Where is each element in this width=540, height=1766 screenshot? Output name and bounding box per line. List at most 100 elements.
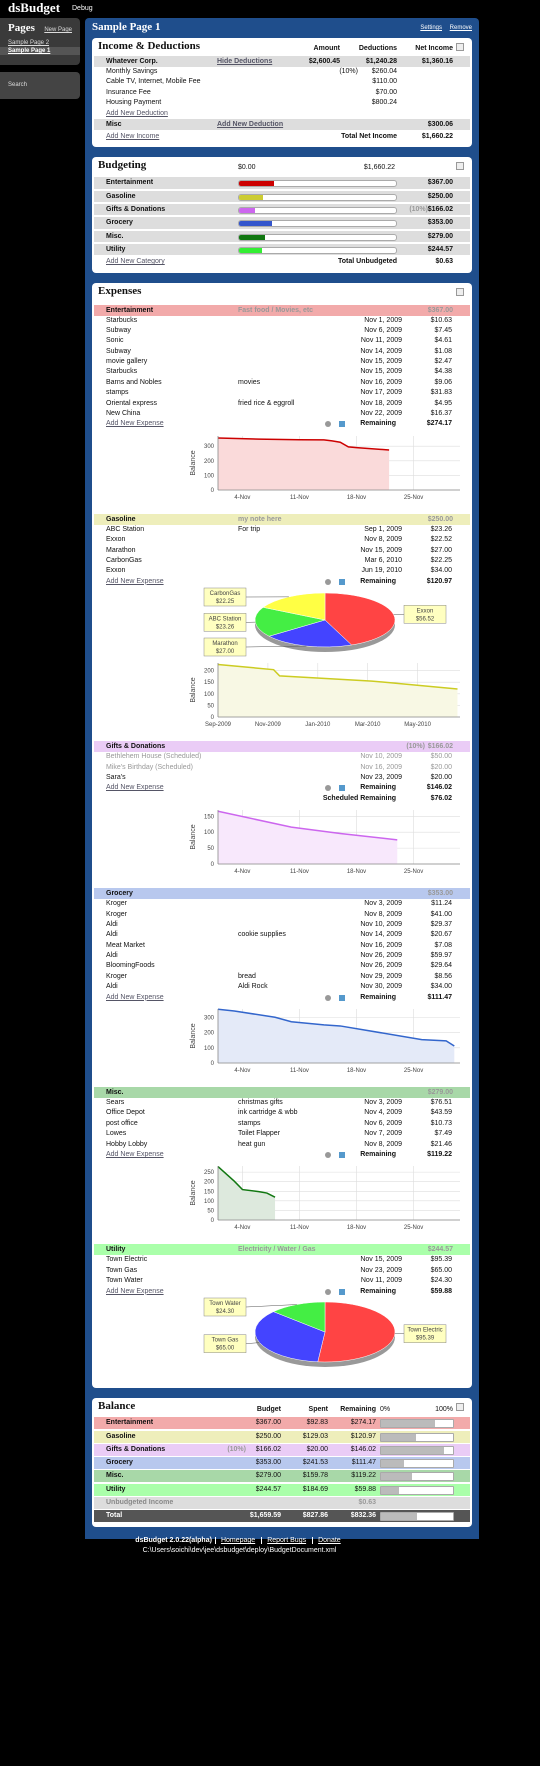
category-name: Misc.	[106, 1089, 124, 1097]
category-note: Fast food / Movies, etc	[238, 306, 314, 314]
deduction-row: Monthly Savings (10%) $260.04	[94, 67, 470, 77]
y-tick-label: 100	[204, 692, 215, 698]
expense-amount: $4.61	[434, 337, 452, 345]
expense-date: Sep 1, 2009	[364, 525, 402, 533]
expense-date: Nov 30, 2009	[360, 983, 402, 991]
add-category-link[interactable]: Add New Category	[106, 258, 165, 266]
expense-amount: $22.52	[430, 536, 452, 544]
budget-value: $367.00	[427, 179, 453, 187]
remove-link[interactable]: Remove	[449, 25, 472, 31]
pie-slice	[272, 1301, 326, 1333]
expense-amount: $27.00	[430, 546, 452, 554]
balance-line	[217, 1166, 276, 1199]
add-expense-link[interactable]: Add New Expense	[106, 1287, 164, 1295]
expense-date: Nov 1, 2009	[364, 316, 402, 324]
category-budget: $166.02	[427, 743, 453, 751]
balance-value: $120.97	[350, 1432, 376, 1440]
deductions: $1,240.28	[365, 58, 397, 65]
expense-note: ink cartridge & wbb	[238, 1109, 298, 1117]
category-budget: $367.00	[427, 306, 453, 314]
bugs-link[interactable]: Report Bugs	[261, 1537, 307, 1544]
x-tick-label: 11-Nov	[290, 495, 309, 501]
toggle-link[interactable]: Hide Deductions	[217, 58, 273, 65]
page-header: Sample Page 1 Settings Remove	[85, 18, 479, 38]
new-page-link[interactable]: New Page	[44, 27, 72, 33]
pie-chart: Exxon $56.52 Marathon $27.00 ABC Station $23.…	[203, 587, 447, 657]
balance-line	[217, 1008, 455, 1047]
balance-chart: 0 100 200 300 4-Nov 11-Nov 18-Nov 25-Nov Balance	[190, 435, 460, 501]
pages-box: Pages New Page Sample Page 2 Sample Page…	[0, 18, 80, 65]
pie-label: Town Gas	[212, 1338, 239, 1344]
page-link[interactable]: Sample Page 2	[8, 40, 50, 46]
add-deduction-link[interactable]: Add New Deduction	[217, 120, 284, 128]
category-name: Utility	[106, 1246, 126, 1254]
balance-row: Misc. $279.00 $159.78 $119.22	[94, 1470, 470, 1483]
category-name: Gifts & Donations	[106, 743, 166, 751]
expense-row: Meat Market Nov 16, 2009 $7.08	[94, 941, 470, 951]
panel-title: Budgeting	[98, 159, 147, 172]
expense-category: Utility Electricity / Water / Gas $244.57 T…	[94, 1244, 470, 1383]
add-expense-link[interactable]: Add New Expense	[106, 420, 164, 428]
expense-name: Starbucks	[106, 316, 138, 324]
add-expense-link[interactable]: Add New Expense	[106, 784, 164, 792]
add-expense-link[interactable]: Add New Expense	[106, 993, 164, 1001]
y-tick-label: 0	[211, 1061, 215, 1067]
panel-title: Balance	[98, 1399, 136, 1412]
panel-header: Balance Budget Spent Remaining 0% 100%	[94, 1398, 470, 1416]
category-header: Utility Electricity / Water / Gas $244.57	[94, 1244, 470, 1256]
category-name: Misc.	[106, 1472, 124, 1480]
scheduled-value: $76.02	[430, 794, 452, 802]
expense-row: Starbucks Nov 15, 2009 $4.38	[94, 367, 470, 377]
add-income-link[interactable]: Add New Income	[106, 132, 160, 140]
expense-amount: $23.26	[430, 525, 452, 533]
category-note: my note here	[238, 515, 282, 523]
expense-row: Kroger bread Nov 29, 2009 $8.56	[94, 972, 470, 982]
balance-value: $166.02	[255, 1445, 281, 1453]
balance-row: Entertainment $367.00 $92.83 $274.17	[94, 1417, 470, 1430]
pie-label-box	[403, 1324, 447, 1343]
balance-value: $159.78	[302, 1472, 328, 1480]
category-name: Gasoline	[106, 192, 136, 200]
y-axis-label: Balance	[190, 1181, 197, 1206]
category-budget: $279.00	[427, 1089, 453, 1097]
page-link[interactable]: Sample Page 1	[0, 47, 80, 55]
balance-panel: Balance Budget Spent Remaining 0% 100% Enterta…	[92, 1397, 472, 1528]
expense-row: stamps Nov 17, 2009 $31.83	[94, 388, 470, 398]
add-expense-link[interactable]: Add New Expense	[106, 577, 164, 585]
homepage-link[interactable]: Homepage	[214, 1537, 256, 1544]
y-tick-label: 200	[204, 459, 215, 465]
expense-date: Nov 3, 2009	[364, 1099, 402, 1107]
collapse-box	[456, 287, 464, 296]
budget-pct: (10%)	[227, 1445, 246, 1453]
expense-name: Oriental express	[106, 399, 157, 407]
chart-type-icon	[325, 1288, 331, 1295]
deduction-name: Monthly Savings	[106, 68, 158, 75]
y-tick-label: 0	[211, 715, 215, 721]
x-tick-label: Jan-2010	[305, 722, 331, 728]
x-tick-label: 11-Nov	[290, 869, 309, 875]
total-label: Total Unbudgeted	[338, 258, 397, 266]
expense-date: Nov 23, 2009	[360, 1266, 402, 1274]
expense-note: christmas gifts	[238, 1099, 283, 1107]
pie-slice	[324, 592, 396, 646]
expense-date: Nov 3, 2009	[364, 900, 402, 908]
page-title: Sample Page 1	[92, 21, 161, 33]
donate-link[interactable]: Donate	[312, 1537, 341, 1544]
expense-date: Nov 17, 2009	[360, 389, 402, 397]
expense-date: Nov 23, 2009	[360, 773, 402, 781]
expense-name: Mike's Birthday (Scheduled)	[106, 763, 193, 771]
balance-value: $111.47	[351, 1459, 376, 1467]
add-deduction-link[interactable]: Add New Deduction	[106, 109, 168, 117]
balance-chart: 0 50 100 150 200 Sep-2009 Nov-2009 Jan-2010 Mar-…	[190, 663, 460, 728]
remaining-label: Remaining	[360, 420, 396, 428]
x-tick-label: 25-Nov	[404, 869, 423, 875]
balance-track	[380, 1432, 454, 1442]
category-name: Misc.	[106, 232, 124, 240]
expense-amount: $20.00	[430, 763, 452, 771]
settings-link[interactable]: Settings	[420, 25, 442, 31]
deduction-row: Cable TV, Internet, Mobile Fee $110.00	[94, 77, 470, 87]
search-box[interactable]: Search	[0, 72, 80, 99]
add-expense-link[interactable]: Add New Expense	[106, 1150, 164, 1158]
y-tick-label: 100	[204, 473, 215, 479]
